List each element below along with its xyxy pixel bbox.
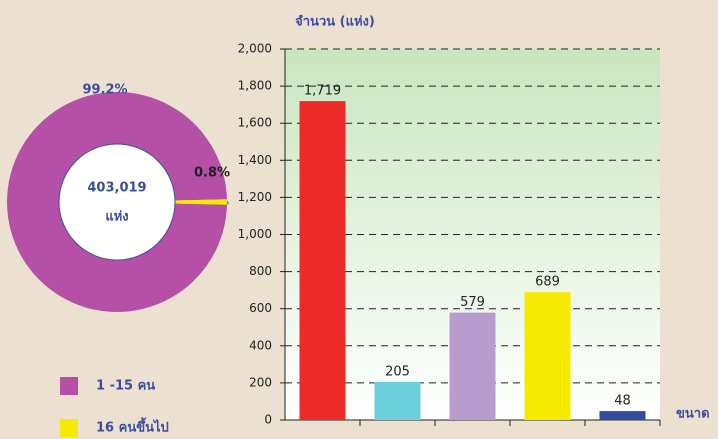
data-label: 689 (535, 275, 560, 290)
y-tick-label: 600 (249, 301, 272, 315)
data-label: 48 (614, 394, 631, 409)
y-axis-label: จำนวน (แห่ง) (295, 14, 375, 30)
pie-slice (7, 91, 227, 312)
y-tick-label: 2,000 (238, 42, 272, 56)
data-label: 99.2% (82, 83, 127, 98)
data-label: 579 (460, 295, 485, 310)
y-tick-label: 1,400 (238, 153, 272, 167)
y-tick-label: 0 (264, 413, 272, 427)
legend-label: 16 คนขึ้นไป (96, 417, 169, 436)
y-tick-label: 400 (249, 338, 272, 352)
center-text: แห่ง (105, 210, 128, 225)
x-axis-label: ขนาด (676, 407, 710, 422)
legend-swatch (60, 419, 78, 437)
legend-swatch (60, 377, 78, 395)
bar (374, 381, 421, 420)
bar (599, 411, 646, 420)
pie-slice (174, 199, 228, 205)
bar (524, 292, 571, 420)
legend-label: 1 -15 คน (96, 379, 155, 394)
bar (299, 101, 346, 421)
donut-hole (58, 143, 176, 261)
center-text: 403,019 (87, 181, 146, 196)
y-tick-label: 1,800 (238, 79, 272, 93)
bar (449, 312, 496, 420)
data-label: 205 (385, 364, 410, 379)
y-tick-label: 800 (249, 264, 272, 278)
y-tick-label: 1,000 (238, 227, 272, 241)
y-tick-label: 1,200 (238, 190, 272, 204)
y-tick-label: 1,600 (238, 116, 272, 130)
data-label: 0.8% (194, 166, 230, 181)
data-label: 1,719 (304, 84, 341, 99)
y-tick-label: 200 (249, 375, 272, 389)
